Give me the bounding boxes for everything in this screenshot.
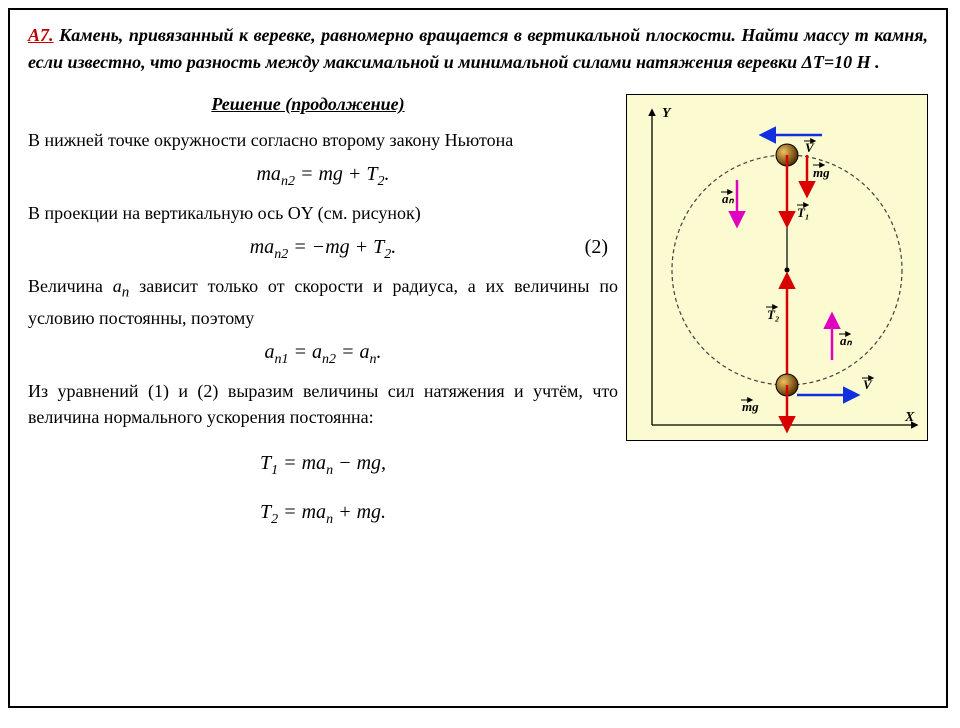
para-1: В нижней точке окружности согласно второ… [28, 127, 618, 153]
equation-2: man2 = −mg + T2. (2) [28, 236, 618, 263]
problem-text: Камень, привязанный к веревке, равномерн… [28, 25, 928, 72]
para-2: В проекции на вертикальную ось ОY (см. р… [28, 200, 618, 226]
equation-4: T1 = man − mg, [28, 452, 618, 479]
equation-2-number: (2) [585, 236, 608, 259]
v-bottom-label: V [863, 377, 873, 392]
t1-label: T₁ [797, 205, 809, 220]
solution-subtitle: Решение (продолжение) [28, 94, 588, 115]
equation-5: T2 = man + mg. [28, 501, 618, 528]
t2-label: T₂ [767, 307, 779, 322]
v-top-label: V [805, 140, 815, 155]
equation-1: man2 = mg + T2. [28, 163, 618, 190]
y-axis-label: Y [662, 106, 672, 121]
problem-tag: А7. [28, 25, 54, 45]
an-top-label: aₙ [722, 191, 735, 206]
para-4: Из уравнений (1) и (2) выразим величины … [28, 378, 618, 430]
physics-diagram: Y X V mg [626, 94, 928, 441]
an-bottom-label: aₙ [840, 333, 853, 348]
mg-top-label: mg [813, 165, 830, 180]
problem-statement: А7. Камень, привязанный к веревке, равно… [28, 22, 928, 76]
para-3: Величина an зависит только от скорости и… [28, 273, 618, 330]
mg-bottom-label: mg [742, 399, 759, 414]
x-axis-label: X [904, 410, 915, 425]
equation-3: an1 = an2 = an. [28, 341, 618, 368]
